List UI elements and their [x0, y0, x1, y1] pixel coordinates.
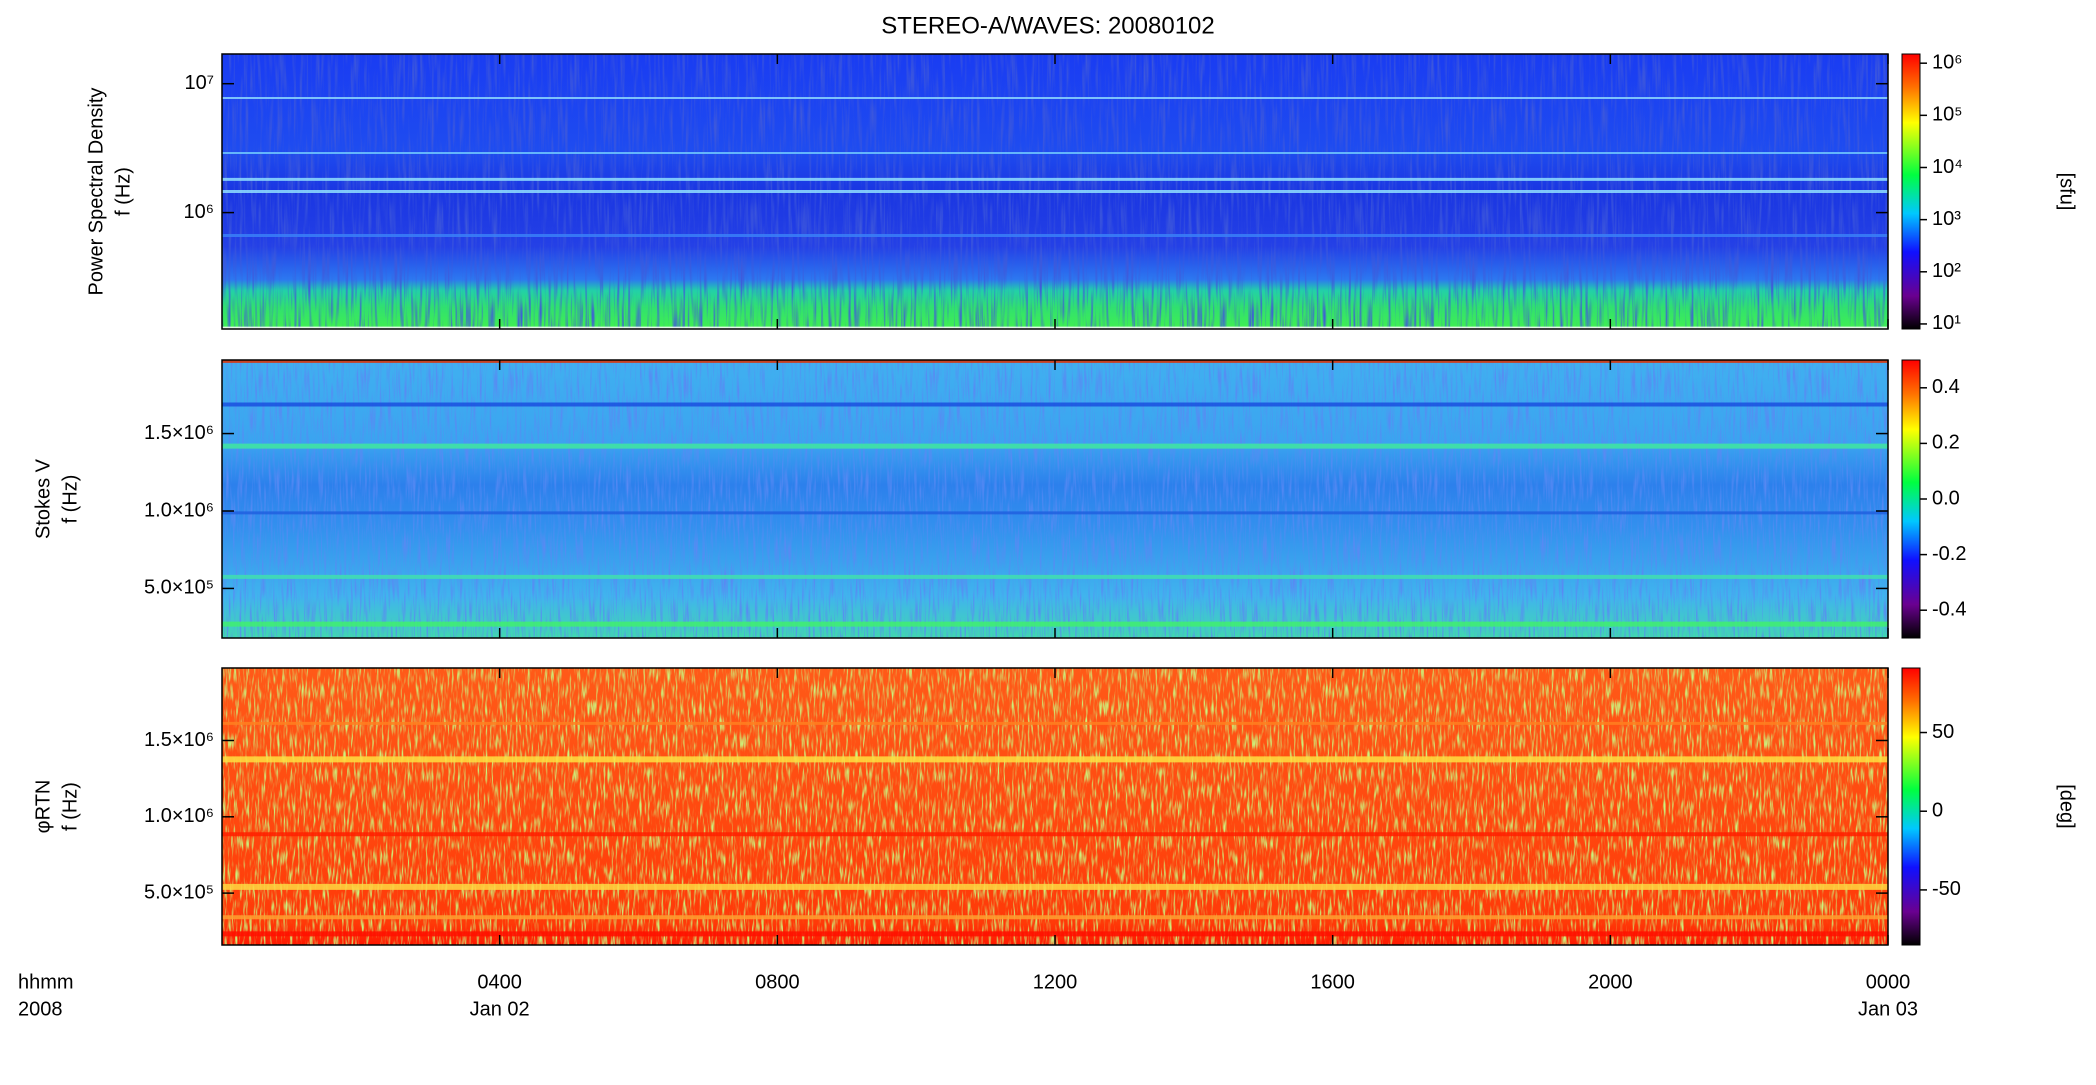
- colorbar-tick-label: 10⁴: [1932, 156, 1963, 178]
- spectrogram-texture: [222, 360, 1888, 638]
- x-tick-label: 0800: [755, 971, 800, 993]
- y-axis-label: Power Spectral Density: [85, 88, 107, 296]
- chart-title: STEREO-A/WAVES: 20080102: [881, 12, 1214, 39]
- spectrogram-texture: [222, 668, 1888, 945]
- y-tick-label: 1.5×10⁶: [144, 729, 214, 751]
- x-date-label: Jan 03: [1858, 998, 1918, 1020]
- colorbar-tick-label: 10⁶: [1932, 51, 1962, 73]
- colorbar-tick-label: -50: [1932, 878, 1961, 900]
- x-tick-label: 1200: [1033, 971, 1078, 993]
- colorbar-tick-label: 0: [1932, 800, 1943, 822]
- y-axis-label: f (Hz): [112, 167, 134, 216]
- x-date-label: Jan 02: [470, 998, 530, 1020]
- y-tick-label: 5.0×10⁵: [144, 881, 214, 903]
- y-axis-label: f (Hz): [59, 475, 81, 524]
- x-axis-label: hhmm: [18, 971, 74, 993]
- colorbar-tick-label: 10⁵: [1932, 104, 1963, 126]
- y-tick-label: 10⁶: [184, 201, 214, 223]
- colorbar-tick-label: 0.0: [1932, 487, 1960, 509]
- colorbar-tick-label: 50: [1932, 721, 1954, 743]
- colorbar-tick-label: -0.4: [1932, 598, 1966, 620]
- colorbar-tick-label: 10³: [1932, 208, 1961, 230]
- x-tick-label: 0000: [1866, 971, 1911, 993]
- x-tick-label: 2000: [1588, 971, 1633, 993]
- colorbar-tick-label: 0.2: [1932, 432, 1960, 454]
- x-tick-label: 1600: [1310, 971, 1355, 993]
- colorbar: [1901, 667, 1921, 946]
- y-axis-label: φRTN: [32, 780, 54, 834]
- y-axis-label: Stokes V: [32, 458, 54, 539]
- y-tick-label: 5.0×10⁵: [144, 577, 214, 599]
- colorbar-tick-label: 10²: [1932, 260, 1961, 282]
- y-axis-label: f (Hz): [59, 782, 81, 831]
- colorbar-label: [deg]: [2056, 784, 2078, 828]
- colorbar: [1901, 359, 1921, 639]
- x-axis-label: 2008: [18, 998, 63, 1020]
- y-tick-label: 1.0×10⁶: [144, 499, 214, 521]
- colorbar: [1901, 53, 1921, 330]
- x-tick-label: 0400: [477, 971, 522, 993]
- colorbar-tick-label: -0.2: [1932, 543, 1966, 565]
- y-tick-label: 10⁷: [185, 72, 214, 94]
- colorbar-tick-label: 0.4: [1932, 376, 1960, 398]
- y-tick-label: 1.0×10⁶: [144, 805, 214, 827]
- colorbar-label: [sfu]: [2056, 173, 2078, 211]
- y-tick-label: 1.5×10⁶: [144, 422, 214, 444]
- colorbar-tick-label: 10¹: [1932, 312, 1961, 334]
